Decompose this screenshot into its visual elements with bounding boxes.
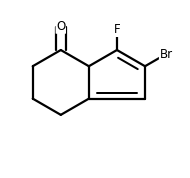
Text: O: O — [56, 20, 65, 33]
Text: F: F — [114, 23, 120, 36]
Text: Br: Br — [160, 48, 173, 61]
